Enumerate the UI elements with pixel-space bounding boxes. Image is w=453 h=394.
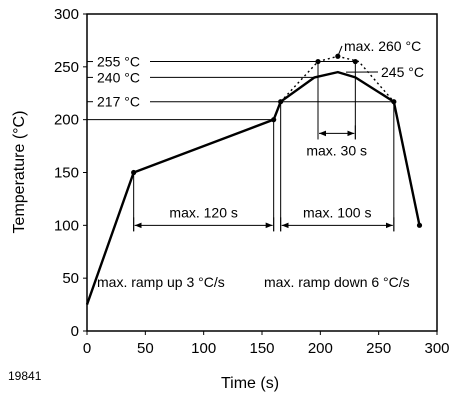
peak-label: max. 260 °C xyxy=(344,38,421,54)
x-tick-label: 250 xyxy=(366,340,391,357)
dimension-arrows: max. 120 s max. 100 s max. 30 s xyxy=(133,61,395,232)
data-point xyxy=(391,99,397,105)
peak-curve-dotted xyxy=(280,55,395,103)
y-tick-label: 250 xyxy=(54,59,79,76)
peak-leader xyxy=(337,45,343,57)
data-point xyxy=(335,53,341,59)
data-markers xyxy=(131,53,423,228)
y-tick-label: 0 xyxy=(71,323,79,340)
profile-curve xyxy=(85,70,421,305)
y-tick-label: 150 xyxy=(54,165,79,182)
label-245: 245 °C xyxy=(381,64,424,80)
ramp-down-label: max. ramp down 6 °C/s xyxy=(264,274,410,290)
dimension-label: max. 100 s xyxy=(303,204,371,220)
y-tick-label: 50 xyxy=(62,270,79,287)
reference-line-label: 240 °C xyxy=(97,69,140,85)
x-tick-label: 300 xyxy=(424,340,449,357)
reference-line-label: 217 °C xyxy=(97,94,140,110)
x-axis-label: Time (s) xyxy=(221,375,279,392)
data-point xyxy=(315,58,321,65)
x-tick-label: 50 xyxy=(137,340,154,357)
x-tick-label: 0 xyxy=(83,340,91,357)
chart-labels: max. 260 °C 245 °C max. ramp up 3 °C/s max.… xyxy=(97,38,424,290)
ramp-up-label: max. ramp up 3 °C/s xyxy=(97,274,225,290)
data-point xyxy=(131,169,137,176)
x-tick-label: 100 xyxy=(191,340,216,357)
y-tick-label: 100 xyxy=(54,217,79,234)
data-point xyxy=(271,117,277,123)
data-point xyxy=(352,58,358,65)
x-tick-label: 150 xyxy=(249,340,274,357)
data-point xyxy=(416,222,423,228)
figure-code: 19841 xyxy=(8,369,42,383)
dimension-label: max. 120 s xyxy=(169,204,237,220)
plot-axes: 0 50 100 150 200 250 300 0 50 100 150 200 250 300 xyxy=(54,6,450,357)
data-point xyxy=(278,99,284,105)
y-tick-label: 300 xyxy=(54,6,79,23)
x-tick-label: 200 xyxy=(308,340,333,357)
y-tick-label: 200 xyxy=(54,112,79,129)
reference-line-label: 255 °C xyxy=(97,54,140,70)
y-axis-label: Temperature (°C) xyxy=(11,111,28,234)
dimension-label: max. 30 s xyxy=(306,142,367,158)
